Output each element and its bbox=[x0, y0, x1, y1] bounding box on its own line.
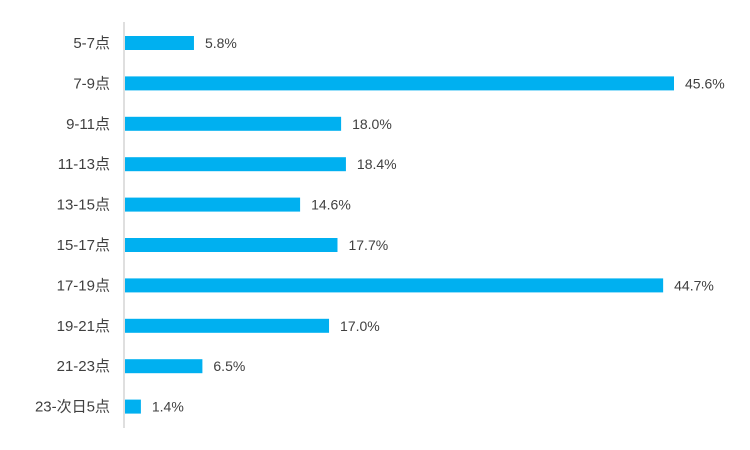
data-label: 6.5% bbox=[213, 358, 245, 374]
bar bbox=[125, 278, 664, 293]
data-label: 44.7% bbox=[674, 277, 714, 293]
data-label: 18.0% bbox=[352, 116, 392, 132]
bar bbox=[125, 318, 330, 333]
data-label: 45.6% bbox=[685, 75, 725, 91]
data-label: 14.6% bbox=[311, 197, 351, 213]
bar bbox=[125, 116, 342, 131]
category-label: 19-21点 bbox=[57, 318, 110, 335]
category-label: 21-23点 bbox=[57, 358, 110, 375]
data-label: 17.0% bbox=[340, 318, 380, 334]
category-label: 23-次日5点 bbox=[35, 399, 110, 416]
bar bbox=[125, 197, 301, 212]
category-label: 7-9点 bbox=[73, 75, 110, 92]
data-label: 1.4% bbox=[152, 399, 184, 415]
data-label: 18.4% bbox=[357, 156, 397, 172]
bar bbox=[125, 76, 674, 91]
bar bbox=[125, 399, 141, 414]
bar bbox=[125, 36, 194, 50]
category-label: 17-19点 bbox=[57, 277, 110, 294]
category-label: 9-11点 bbox=[66, 116, 110, 133]
category-label: 13-15点 bbox=[57, 197, 110, 214]
bar bbox=[125, 238, 338, 252]
category-label: 15-17点 bbox=[57, 237, 110, 254]
bar bbox=[125, 359, 203, 374]
category-label: 5-7点 bbox=[73, 35, 110, 52]
bar bbox=[125, 157, 346, 172]
data-label: 5.8% bbox=[205, 35, 237, 51]
data-label: 17.7% bbox=[348, 237, 388, 253]
category-label: 11-13点 bbox=[58, 156, 110, 173]
